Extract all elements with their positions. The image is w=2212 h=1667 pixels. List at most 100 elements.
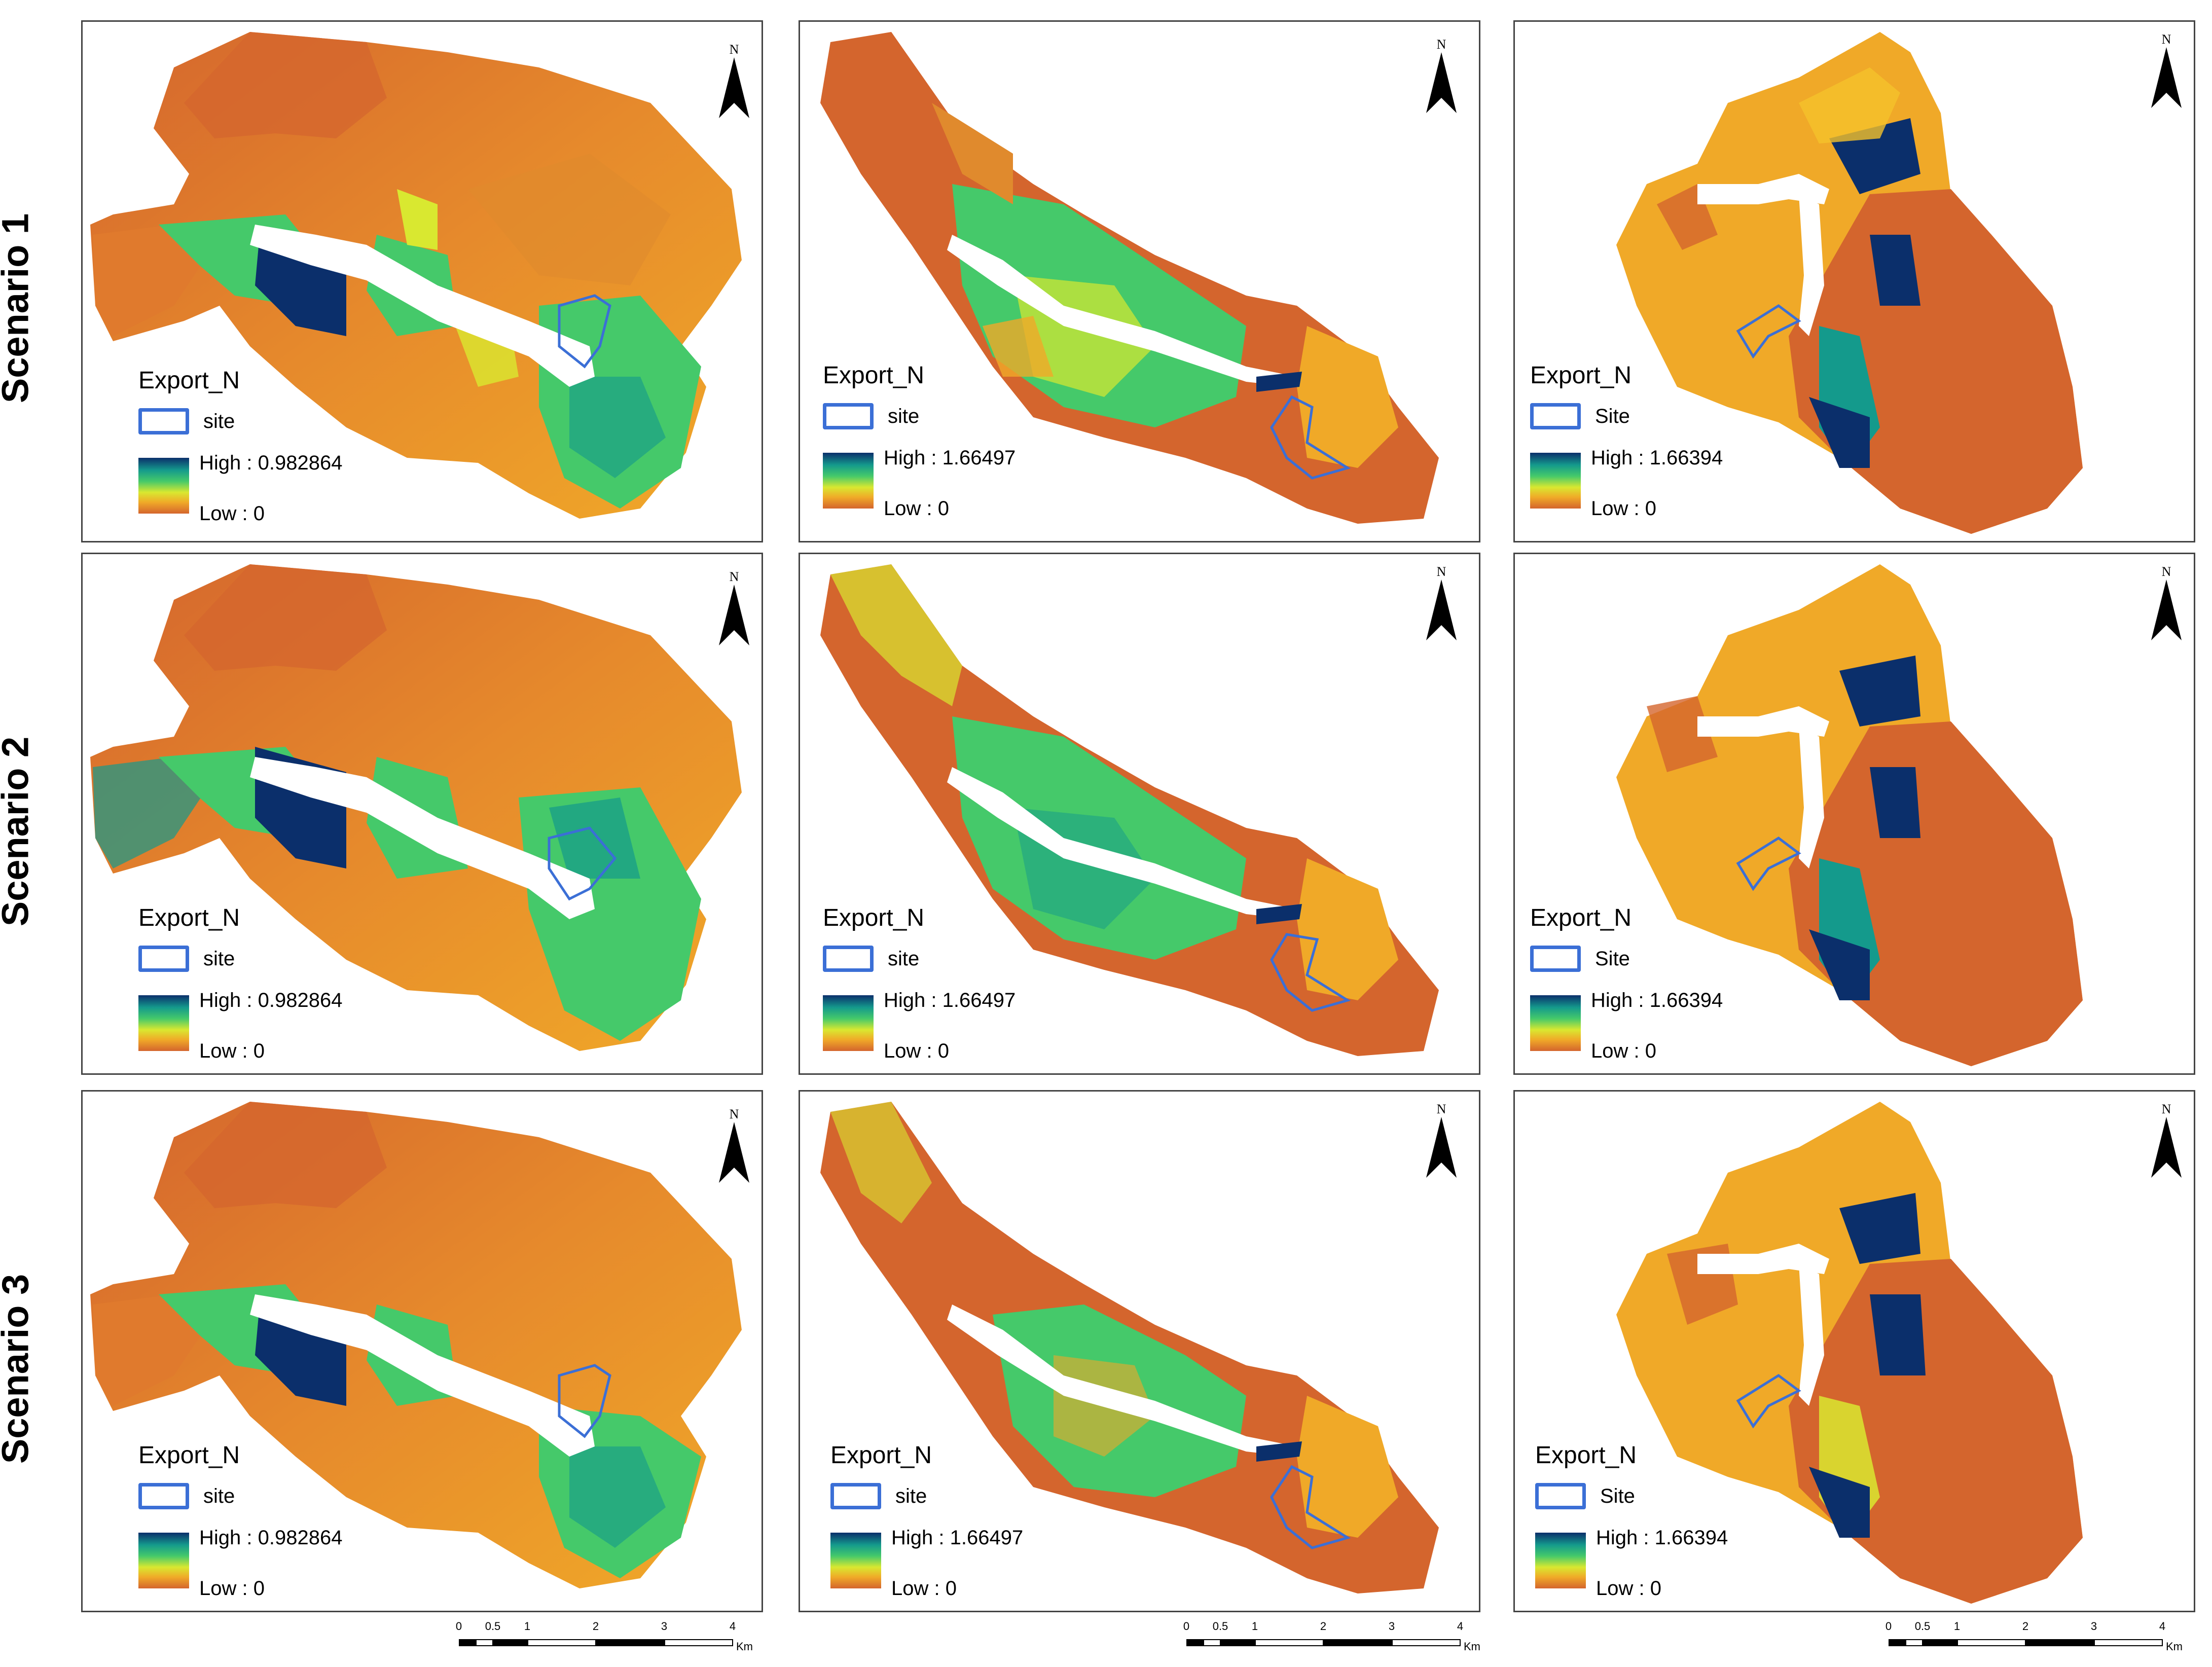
site-legend-label: site: [203, 948, 235, 970]
map-panel-scenario3-col2: N Export_N site High : 1.66497 Low : 0: [799, 1090, 1480, 1612]
scale-segment: [1392, 1639, 1461, 1646]
north-arrow-label: N: [2161, 1102, 2171, 1116]
color-ramp: [138, 458, 189, 514]
site-outline: [1736, 304, 1801, 359]
scale-segment: [493, 1639, 528, 1646]
color-ramp: [830, 1533, 881, 1588]
row-label-text: Scenario 3: [0, 1274, 37, 1464]
north-arrow-label: N: [1436, 1102, 1446, 1116]
north-arrow-label: N: [729, 569, 739, 584]
watershed-map: [820, 1102, 1439, 1593]
site-legend-label: site: [888, 948, 920, 970]
scale-bar-col2: 0 0.5 1 2 3 4 Km: [1183, 1620, 1488, 1660]
scale-tick-label: 2: [2022, 1620, 2029, 1633]
legend-title: Export_N: [138, 367, 240, 394]
site-legend-label: site: [895, 1485, 927, 1507]
color-ramp: [823, 995, 874, 1051]
legend-title: Export_N: [823, 362, 925, 389]
scale-tick-label: 4: [1457, 1620, 1464, 1633]
site-outline: [1736, 1373, 1801, 1429]
legend-title: Export_N: [1535, 1442, 1637, 1469]
map-panel-scenario3-col3: N Export_N Site High : 1.66394 Low : 0: [1513, 1090, 2195, 1612]
map-legend: Export_N site High : 0.982864 Low : 0: [138, 904, 422, 1071]
scale-tick-label: 1: [524, 1620, 531, 1633]
north-arrow-label: N: [729, 1107, 739, 1121]
north-arrow-label: N: [1436, 564, 1446, 579]
watershed-map: [90, 564, 742, 1051]
site-symbol: [138, 408, 189, 434]
row-label-text: Scenario 1: [0, 213, 37, 404]
north-arrow: N: [2149, 1102, 2184, 1183]
north-arrow: N: [716, 1107, 752, 1188]
north-arrow-icon: [1426, 1117, 1457, 1178]
color-ramp: [823, 453, 874, 509]
river: [947, 235, 1297, 387]
north-arrow: N: [716, 42, 752, 123]
legend-title: Export_N: [830, 1442, 932, 1469]
north-arrow-icon: [1426, 579, 1457, 640]
river: [1697, 706, 1829, 737]
legend-low-label: Low : 0: [1591, 497, 1656, 520]
map-legend: Export_N site High : 0.982864 Low : 0: [138, 367, 422, 534]
legend-low-label: Low : 0: [1591, 1040, 1656, 1062]
map-panel-scenario1-col3: N Export_N Site High : 1.66394 Low : 0: [1513, 20, 2195, 542]
watershed-map: [820, 564, 1439, 1056]
river: [1697, 1244, 1829, 1274]
scale-tick-label: 1: [1251, 1620, 1258, 1633]
site-symbol: [823, 403, 874, 429]
site-symbol: [823, 946, 874, 972]
legend-high-label: High : 1.66394: [1591, 989, 1723, 1011]
legend-high-label: High : 0.982864: [199, 989, 343, 1011]
map-legend: Export_N site High : 1.66497 Low : 0: [830, 1441, 1114, 1609]
scale-segment: [596, 1639, 665, 1646]
site-outline: [1270, 933, 1351, 1012]
scale-tick-label: 3: [1388, 1620, 1395, 1633]
site-outline: [558, 294, 611, 369]
scale-bar-col3: 0 0.5 1 2 3 4 Km: [1885, 1620, 2190, 1660]
scale-segment: [2094, 1639, 2163, 1646]
north-arrow-icon: [719, 1122, 749, 1183]
legend-high-label: High : 0.982864: [199, 452, 343, 474]
watershed-map: [1616, 1102, 2083, 1604]
scale-tick-label: 0.5: [1212, 1620, 1228, 1633]
scale-tick-label: 4: [2159, 1620, 2166, 1633]
scale-tick-label: 1: [1953, 1620, 1961, 1633]
north-arrow: N: [716, 569, 752, 650]
scale-segment: [1255, 1639, 1324, 1646]
legend-high-label: High : 1.66497: [884, 989, 1016, 1011]
river: [250, 225, 595, 387]
site-outline: [1270, 395, 1351, 480]
scale-segment: [1323, 1639, 1392, 1646]
scale-bar-col1: 0 0.5 1 2 3 4 Km: [456, 1620, 760, 1660]
north-arrow: N: [2149, 32, 2184, 113]
scale-segment: [1220, 1639, 1255, 1646]
legend-title: Export_N: [1530, 904, 1632, 931]
scale-tick-label: 0.5: [485, 1620, 501, 1633]
site-outline: [558, 1364, 611, 1438]
scale-tick-label: 4: [729, 1620, 736, 1633]
legend-title: Export_N: [823, 904, 925, 931]
color-ramp: [1530, 453, 1581, 509]
scale-unit: Km: [1464, 1640, 1480, 1653]
north-arrow-icon: [719, 57, 749, 118]
river: [250, 757, 595, 919]
legend-low-label: Low : 0: [199, 502, 265, 525]
map-legend: Export_N Site High : 1.66394 Low : 0: [1535, 1441, 1819, 1609]
site-legend-label: site: [888, 405, 920, 427]
site-legend-label: Site: [1595, 948, 1630, 970]
site-outline: [1736, 836, 1801, 891]
legend-low-label: Low : 0: [199, 1577, 265, 1600]
site-symbol: [138, 946, 189, 972]
map-panel-scenario3-col1: N Export_N site High : 0.982864 Low : 0: [81, 1090, 763, 1612]
legend-title: Export_N: [138, 904, 240, 931]
north-arrow: N: [1424, 37, 1459, 118]
map-legend: Export_N site High : 1.66497 Low : 0: [823, 361, 1107, 529]
map-legend: Export_N Site High : 1.66394 Low : 0: [1530, 904, 1814, 1071]
map-legend: Export_N Site High : 1.66394 Low : 0: [1530, 361, 1814, 529]
scale-segment: [527, 1639, 596, 1646]
scale-tick-label: 0.5: [1914, 1620, 1931, 1633]
scale-segment: [1203, 1639, 1221, 1646]
river: [1697, 174, 1829, 204]
scale-tick-label: 3: [661, 1620, 668, 1633]
north-arrow-label: N: [1436, 37, 1446, 52]
